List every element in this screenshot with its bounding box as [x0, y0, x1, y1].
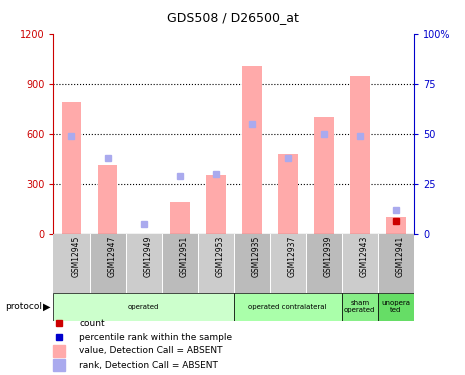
- Bar: [126, 34, 161, 234]
- Text: protocol: protocol: [5, 302, 42, 311]
- Text: sham
operated: sham operated: [344, 300, 375, 313]
- Bar: [306, 34, 342, 234]
- Text: value, Detection Call = ABSENT: value, Detection Call = ABSENT: [79, 346, 223, 355]
- Bar: [53, 34, 89, 234]
- Text: GSM12953: GSM12953: [216, 236, 225, 278]
- Bar: [198, 34, 233, 234]
- Text: GSM12941: GSM12941: [396, 236, 405, 278]
- Bar: [342, 234, 378, 292]
- Text: count: count: [79, 319, 105, 328]
- Text: GSM12935: GSM12935: [252, 236, 261, 278]
- Text: GSM12939: GSM12939: [324, 236, 333, 278]
- Text: rank, Detection Call = ABSENT: rank, Detection Call = ABSENT: [79, 361, 218, 370]
- Bar: [89, 34, 126, 234]
- Bar: [242, 66, 262, 234]
- Text: GSM12945: GSM12945: [72, 236, 80, 278]
- Bar: [386, 217, 406, 234]
- Bar: [126, 234, 162, 292]
- Bar: [270, 34, 306, 234]
- Bar: [350, 75, 370, 234]
- Text: percentile rank within the sample: percentile rank within the sample: [79, 333, 232, 342]
- Text: GDS508 / D26500_at: GDS508 / D26500_at: [166, 11, 299, 24]
- Text: operated contralateral: operated contralateral: [248, 304, 327, 309]
- Bar: [89, 234, 126, 292]
- Bar: [278, 154, 298, 234]
- Text: unopera
ted: unopera ted: [381, 300, 410, 313]
- Bar: [162, 234, 198, 292]
- Text: GSM12949: GSM12949: [144, 236, 153, 278]
- Bar: [61, 102, 81, 234]
- Bar: [342, 292, 378, 321]
- Bar: [170, 202, 190, 234]
- Bar: [378, 292, 414, 321]
- Text: GSM12947: GSM12947: [107, 236, 117, 278]
- Bar: [378, 234, 414, 292]
- Bar: [206, 175, 226, 234]
- Bar: [378, 34, 414, 234]
- Bar: [306, 234, 342, 292]
- Bar: [53, 292, 234, 321]
- Bar: [161, 34, 198, 234]
- Bar: [53, 234, 89, 292]
- Bar: [234, 234, 270, 292]
- Bar: [233, 34, 270, 234]
- Text: GSM12951: GSM12951: [179, 236, 189, 278]
- Bar: [234, 292, 342, 321]
- Bar: [98, 165, 118, 234]
- Text: ▶: ▶: [43, 302, 50, 312]
- Bar: [342, 34, 378, 234]
- Text: operated: operated: [128, 304, 159, 309]
- Bar: [270, 234, 306, 292]
- Bar: [198, 234, 233, 292]
- Bar: [314, 117, 334, 234]
- Text: GSM12943: GSM12943: [360, 236, 369, 278]
- Text: GSM12937: GSM12937: [288, 236, 297, 278]
